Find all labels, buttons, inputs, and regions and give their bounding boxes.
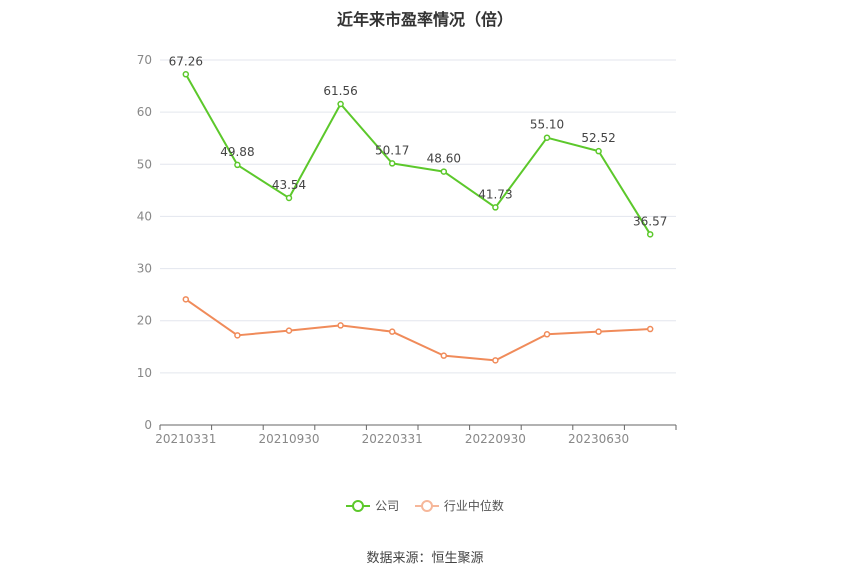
y-tick-label: 20 bbox=[137, 314, 152, 328]
data-label: 67.26 bbox=[169, 54, 203, 68]
y-tick-label: 40 bbox=[137, 209, 152, 223]
data-point bbox=[234, 332, 241, 339]
legend-industry-label: 行业中位数 bbox=[443, 499, 504, 513]
legend-item-company[interactable]: 公司 bbox=[346, 497, 399, 514]
y-tick-label: 10 bbox=[137, 366, 152, 380]
data-point bbox=[646, 325, 654, 333]
data-point bbox=[388, 328, 396, 335]
legend-company-marker-icon bbox=[346, 499, 371, 513]
data-point bbox=[182, 296, 190, 303]
y-tick-label: 70 bbox=[137, 53, 152, 67]
data-point bbox=[337, 100, 344, 108]
data-label: 41.73 bbox=[478, 187, 512, 201]
x-tick-label: 20230630 bbox=[568, 432, 629, 446]
legend-item-industry-median[interactable]: 行业中位数 bbox=[414, 497, 504, 514]
legend-company-label: 公司 bbox=[375, 499, 400, 513]
data-point bbox=[285, 327, 293, 334]
y-tick-label: 30 bbox=[137, 262, 152, 276]
legend-industry-marker-icon bbox=[414, 499, 439, 513]
series-line-0 bbox=[184, 73, 652, 235]
data-point bbox=[388, 160, 396, 167]
x-tick-label: 20220331 bbox=[362, 432, 423, 446]
data-point bbox=[595, 328, 602, 335]
data-point bbox=[337, 322, 344, 329]
data-label: 52.52 bbox=[581, 131, 615, 145]
series-line-1 bbox=[185, 298, 651, 362]
data-point bbox=[492, 204, 499, 211]
data-point bbox=[440, 352, 448, 359]
data-source: 数据来源：恒生聚源 bbox=[366, 551, 484, 566]
data-label: 36.57 bbox=[633, 214, 667, 228]
y-tick-label: 60 bbox=[137, 105, 152, 119]
data-point bbox=[543, 134, 551, 141]
data-point bbox=[182, 71, 190, 78]
x-tick-label: 20210331 bbox=[155, 432, 216, 446]
data-point bbox=[440, 168, 448, 175]
data-label: 48.60 bbox=[427, 152, 461, 166]
data-point bbox=[646, 231, 654, 238]
data-label: 50.17 bbox=[375, 143, 409, 157]
data-label: 61.56 bbox=[323, 84, 357, 98]
data-point bbox=[492, 357, 499, 364]
data-point bbox=[234, 161, 241, 169]
x-tick-label: 20210930 bbox=[258, 432, 319, 446]
chart-title: 近年来市盈率情况（倍） bbox=[336, 10, 513, 29]
y-tick-label: 0 bbox=[144, 418, 152, 432]
x-tick-label: 20220930 bbox=[465, 432, 526, 446]
legend: 公司 行业中位数 bbox=[0, 497, 850, 516]
data-label: 43.54 bbox=[272, 178, 306, 192]
data-point bbox=[543, 331, 551, 338]
data-label: 55.10 bbox=[530, 118, 564, 132]
data-label: 49.88 bbox=[220, 145, 254, 159]
data-point bbox=[595, 147, 602, 155]
data-point bbox=[285, 194, 293, 202]
y-tick-label: 50 bbox=[137, 157, 152, 171]
